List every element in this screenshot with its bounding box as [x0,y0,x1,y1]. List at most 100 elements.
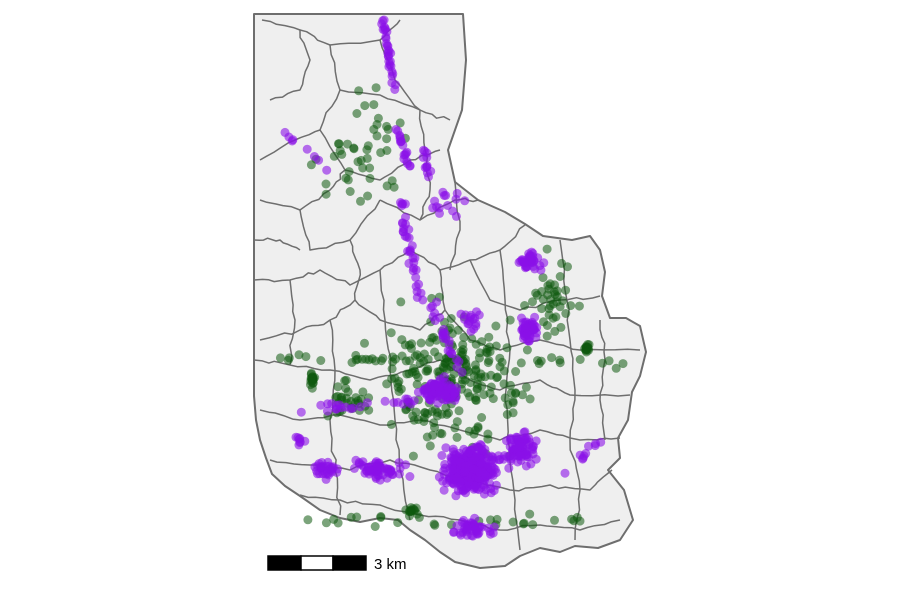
purple-point [456,530,466,540]
green-point [542,331,552,341]
purple-point [450,450,460,459]
purple-point [401,460,411,470]
green-point [473,423,483,433]
green-point [491,321,501,331]
purple-point [440,389,450,399]
purple-point [522,330,532,340]
green-point [484,356,494,365]
green-point [376,513,386,522]
purple-point [452,473,462,483]
purple-point [504,463,514,473]
purple-point [402,156,412,166]
purple-point [287,136,297,146]
purple-point [575,450,585,460]
green-point [382,146,392,155]
green-point [329,151,339,161]
green-point [321,518,331,528]
green-point [341,173,351,183]
purple-point [474,528,484,538]
green-point [471,393,480,402]
green-point [435,428,445,438]
green-point [525,394,535,404]
green-point [516,358,526,368]
scale-bar: 3 km [267,555,407,573]
green-point [508,398,518,408]
green-point [477,413,487,422]
green-point [362,153,372,163]
purple-point [457,485,466,495]
purple-point [383,41,393,51]
district-boundary [599,320,606,441]
green-point [382,134,392,144]
green-point [508,517,518,527]
purple-point [486,529,495,539]
purple-point [437,451,447,460]
green-point [518,519,528,529]
purple-point [430,316,440,326]
green-point [369,100,379,110]
purple-point [430,196,440,206]
green-point [486,382,496,392]
green-point [358,387,368,397]
district-boundary [261,19,311,101]
purple-point [531,436,541,446]
green-point [452,417,462,427]
green-point [284,353,294,363]
green-point [365,173,375,183]
green-point [542,321,552,330]
purple-point [323,406,332,416]
green-point [416,338,426,348]
purple-point [371,458,381,468]
green-point [474,353,484,363]
green-point [555,302,565,312]
purple-point [316,462,326,472]
point-layer [275,15,628,541]
green-point [574,301,584,311]
green-point [528,520,538,530]
green-point [371,83,381,93]
purple-point [318,469,328,479]
purple-point [409,396,419,406]
green-point [542,244,552,254]
district-boundary [289,279,296,366]
green-point [459,332,469,342]
green-point [557,258,567,268]
green-point [343,139,352,149]
green-point [522,345,532,355]
purple-point [527,258,537,268]
purple-point [448,206,458,216]
green-point [370,522,380,531]
purple-point [424,394,434,404]
purple-point [450,395,460,405]
green-point [301,352,311,362]
green-point [556,322,566,332]
purple-point [450,388,460,398]
green-point [383,124,393,134]
purple-point [386,48,396,58]
green-point [396,297,406,307]
green-point [386,419,396,429]
district-boundary [339,89,421,111]
purple-point [400,199,410,209]
green-point [561,285,571,295]
green-point [491,341,501,351]
green-point [434,352,443,362]
green-point [345,187,355,196]
green-point [531,288,541,298]
purple-point [484,452,493,462]
purple-point [395,132,405,142]
green-point [458,375,467,385]
purple-point [591,439,600,449]
purple-point [465,445,475,455]
green-point [493,372,502,382]
purple-point [386,61,396,71]
purple-point [380,396,390,406]
green-point [353,157,363,167]
green-point [555,272,565,281]
green-point [506,380,515,390]
green-point [410,351,420,361]
green-point [336,392,346,402]
green-point [321,189,331,199]
purple-point [519,258,529,268]
green-point [360,101,370,111]
